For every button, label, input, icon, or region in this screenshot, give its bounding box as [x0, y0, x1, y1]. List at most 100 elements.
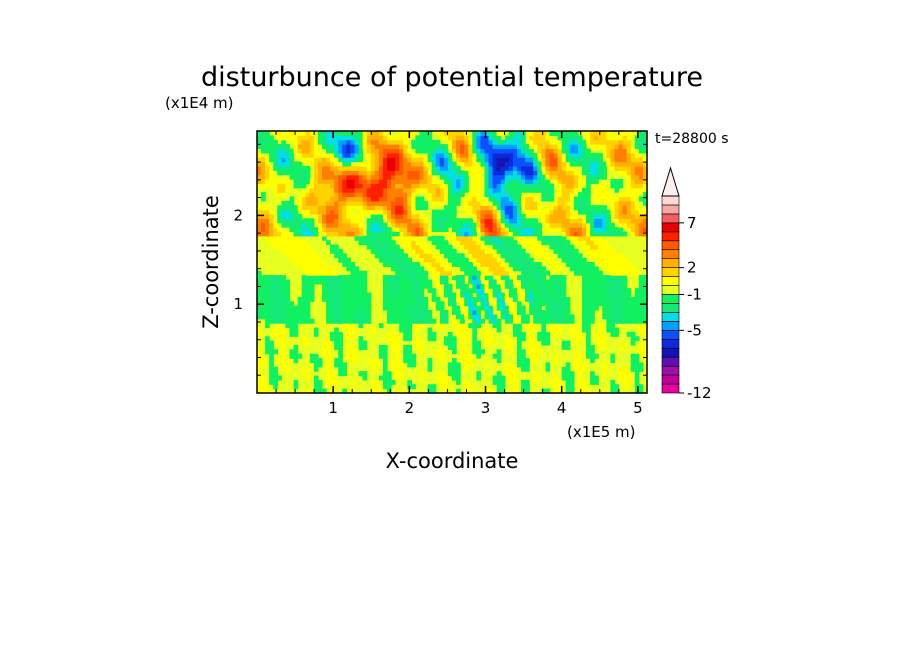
heatmap-cell [419, 196, 425, 202]
heatmap-cell [517, 283, 522, 289]
heatmap-cell [468, 165, 473, 171]
heatmap-cell [346, 148, 352, 154]
heatmap-cell [488, 235, 494, 241]
heatmap-cell [269, 310, 274, 315]
heatmap-cell [480, 157, 486, 163]
heatmap-cell [342, 161, 347, 167]
heatmap-cell [492, 379, 498, 385]
heatmap-cell [411, 131, 417, 136]
heatmap-cell [447, 257, 453, 263]
heatmap-cell [561, 240, 567, 246]
heatmap-cell [500, 231, 506, 237]
heatmap-cell [411, 244, 417, 250]
heatmap-cell [521, 161, 526, 167]
heatmap-cell [293, 205, 299, 211]
heatmap-cell [582, 227, 587, 233]
heatmap-cell [561, 340, 567, 346]
heatmap-cell [447, 331, 453, 337]
heatmap-cell [281, 170, 287, 176]
heatmap-cell [415, 323, 421, 329]
heatmap-cell [443, 179, 449, 184]
heatmap-cell [293, 183, 299, 189]
heatmap-cell [313, 366, 319, 372]
heatmap-cell [269, 375, 274, 381]
heatmap-cell [614, 148, 620, 154]
heatmap-cell [427, 196, 433, 202]
heatmap-cell [313, 353, 319, 359]
heatmap-cell [464, 362, 469, 368]
heatmap-cell [301, 170, 307, 176]
heatmap-cell [326, 139, 331, 145]
heatmap-cell [309, 157, 315, 163]
heatmap-cell [261, 379, 266, 385]
heatmap-cell [626, 288, 632, 294]
heatmap-cell [606, 310, 612, 315]
heatmap-cell [626, 135, 632, 141]
heatmap-cell [285, 310, 291, 315]
heatmap-cell [476, 262, 482, 267]
heatmap-cell [512, 161, 518, 167]
heatmap-cell [293, 262, 299, 267]
heatmap-cell [346, 318, 352, 324]
heatmap-cell [626, 262, 632, 267]
heatmap-cell [382, 135, 388, 141]
heatmap-cell [407, 305, 412, 311]
heatmap-cell [521, 257, 526, 263]
heatmap-cell [586, 157, 591, 163]
heatmap-cell [395, 213, 400, 219]
heatmap-cell [285, 279, 291, 285]
heatmap-cell [614, 187, 620, 193]
heatmap-cell [577, 218, 583, 224]
heatmap-cell [460, 244, 465, 250]
heatmap-cell [630, 170, 636, 176]
heatmap-cell [334, 279, 339, 285]
heatmap-cell [431, 152, 437, 158]
heatmap-cell [334, 296, 339, 302]
heatmap-cell [407, 349, 412, 355]
heatmap-cell [456, 139, 461, 145]
heatmap-cell [492, 139, 498, 145]
heatmap-cell [322, 179, 327, 184]
heatmap-cell [378, 213, 384, 219]
heatmap-cell [387, 288, 392, 294]
heatmap-cell [460, 235, 465, 241]
heatmap-cell [512, 327, 518, 333]
heatmap-cell [382, 384, 388, 390]
heatmap-cell [508, 165, 514, 171]
heatmap-cell [419, 165, 425, 171]
heatmap-cell [346, 331, 352, 337]
heatmap-cell [391, 292, 396, 298]
heatmap-cell [447, 183, 453, 189]
heatmap-cell [565, 231, 571, 237]
heatmap-cell [606, 292, 612, 298]
heatmap-cell [488, 253, 494, 259]
heatmap-cell [305, 305, 311, 311]
heatmap-cell [456, 183, 461, 189]
heatmap-cell [561, 248, 567, 254]
heatmap-cell [484, 327, 490, 333]
heatmap-cell [533, 340, 538, 346]
heatmap-cell [541, 179, 547, 184]
heatmap-cell [407, 336, 412, 342]
heatmap-cell [541, 187, 547, 193]
heatmap-cell [533, 240, 538, 246]
heatmap-cell [573, 340, 579, 346]
heatmap-cell [452, 362, 457, 368]
heatmap-cell [285, 209, 291, 215]
heatmap-cell [346, 279, 352, 285]
heatmap-cell [642, 288, 648, 294]
heatmap-cell [521, 275, 526, 281]
heatmap-cell [598, 323, 603, 329]
heatmap-cell [492, 244, 498, 250]
heatmap-cell [525, 174, 530, 180]
heatmap-cell [346, 310, 352, 315]
heatmap-cell [500, 200, 506, 206]
heatmap-cell [630, 152, 636, 158]
heatmap-cell [439, 262, 445, 267]
heatmap-cell [423, 170, 429, 176]
heatmap-cell [277, 275, 282, 281]
heatmap-cell [472, 275, 477, 281]
heatmap-cell [261, 227, 266, 233]
heatmap-cell [561, 209, 567, 215]
heatmap-cell [317, 161, 323, 167]
